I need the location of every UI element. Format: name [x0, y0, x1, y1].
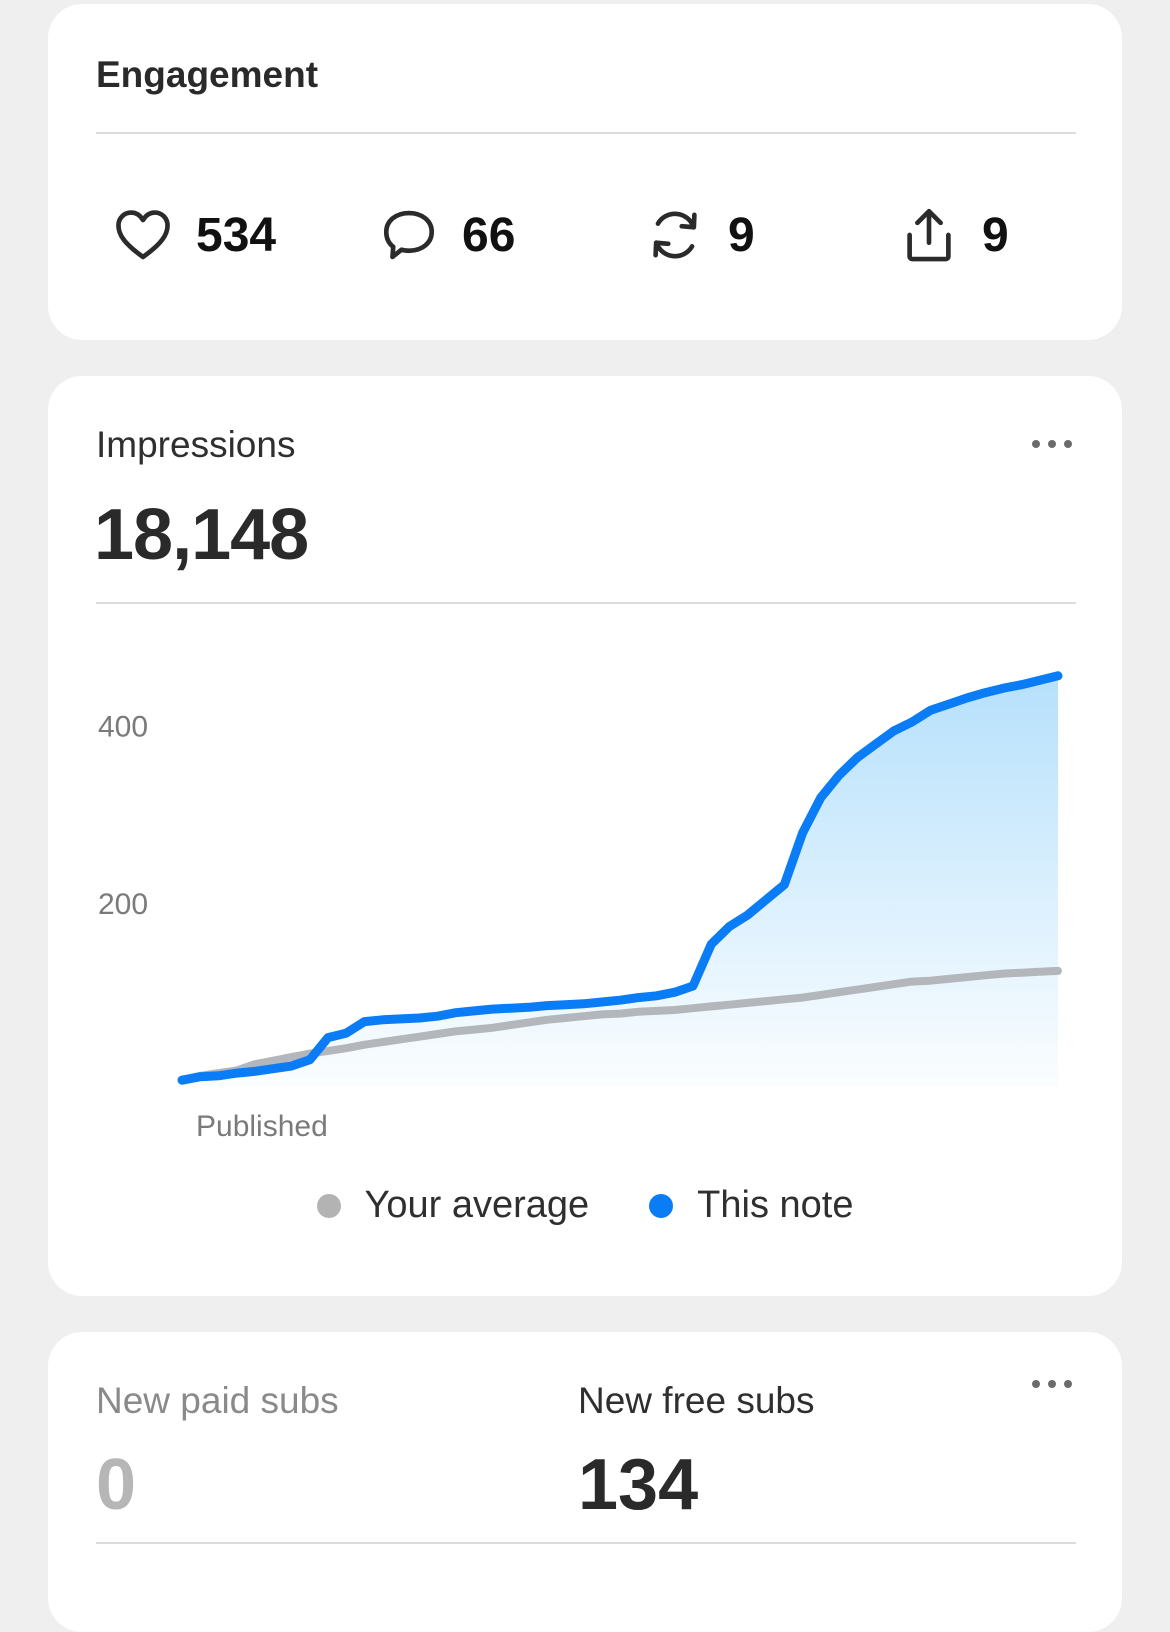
- impressions-value: 18,148: [94, 495, 309, 575]
- subs-card: New paid subs 0 New free subs 134: [48, 1332, 1122, 1632]
- y-tick-400: 400: [98, 710, 148, 743]
- y-tick-200: 200: [98, 888, 148, 921]
- legend-your-average[interactable]: Your average: [316, 1184, 590, 1227]
- legend-note-label: This note: [697, 1184, 854, 1226]
- legend-dot-note: [649, 1193, 674, 1218]
- comments-stat[interactable]: 66: [378, 200, 515, 270]
- engagement-title: Engagement: [96, 54, 319, 95]
- impressions-divider: [96, 602, 1076, 604]
- shares-count: 9: [982, 208, 1009, 262]
- free-subs-value: 134: [578, 1445, 699, 1525]
- x-tick-published: Published: [196, 1110, 328, 1143]
- restacks-stat[interactable]: 9: [644, 200, 755, 270]
- heart-icon: [116, 210, 170, 260]
- comments-count: 66: [462, 208, 516, 262]
- comment-icon: [383, 210, 435, 260]
- shares-stat[interactable]: 9: [898, 200, 1009, 270]
- this-note-line: [177, 671, 1063, 1085]
- legend-average-label: Your average: [364, 1184, 590, 1226]
- this-note-area: [182, 675, 1058, 1086]
- paid-subs-value: 0: [96, 1445, 137, 1525]
- impressions-card: Impressions 18,148 200 400 Published Your…: [48, 376, 1122, 1296]
- legend-dot-average: [316, 1193, 341, 1218]
- likes-stat[interactable]: 534: [112, 200, 276, 270]
- restacks-count: 9: [728, 208, 755, 262]
- free-subs-label: New free subs: [578, 1380, 815, 1421]
- subs-divider: [96, 1542, 1076, 1544]
- your-average-line: [178, 966, 1062, 1085]
- impressions-more-icon[interactable]: [1032, 434, 1072, 454]
- subs-more-icon[interactable]: [1032, 1374, 1072, 1394]
- legend-this-note[interactable]: This note: [649, 1184, 853, 1227]
- impressions-chart: 200 400 Published: [98, 671, 1063, 1143]
- paid-subs-label: New paid subs: [96, 1380, 339, 1421]
- engagement-card: Engagement 534 66 9 9: [48, 4, 1122, 340]
- impressions-label: Impressions: [96, 424, 296, 465]
- share-icon: [907, 208, 951, 262]
- restack-icon: [653, 211, 697, 259]
- engagement-divider: [96, 132, 1076, 134]
- chart-legend: Your average This note: [48, 1184, 1122, 1227]
- likes-count: 534: [196, 208, 277, 262]
